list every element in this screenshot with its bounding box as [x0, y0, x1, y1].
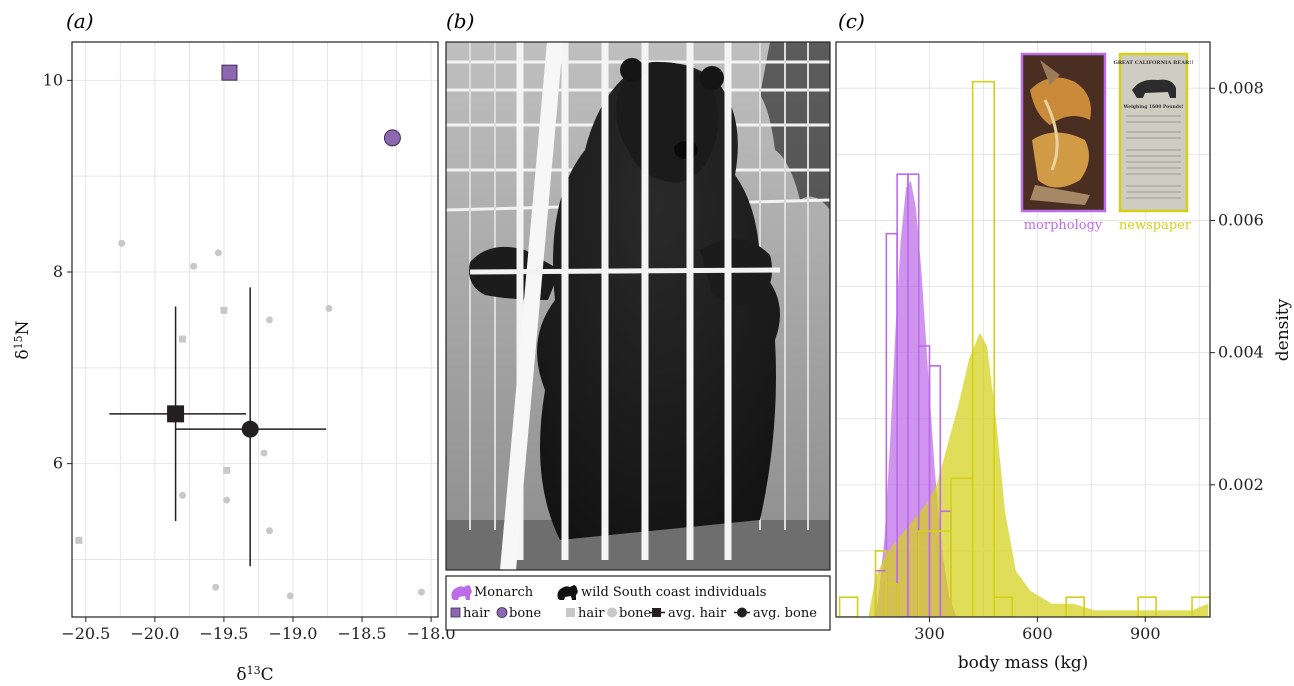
monarch-bear-icon [451, 585, 472, 600]
data-point-square [221, 64, 238, 81]
morphology-label: morphology [1024, 218, 1103, 233]
panel-a-data [75, 64, 425, 600]
legend-avg-bone: avg. bone [753, 606, 817, 621]
histogram-bar [1137, 596, 1157, 617]
photo-frame [445, 41, 831, 571]
y-tick-label: 0.004 [1218, 343, 1264, 362]
histogram-bar [885, 583, 898, 617]
caged-bear-photo [446, 42, 830, 570]
y-tick-label: 6 [53, 454, 63, 473]
x-tick-label: 900 [1130, 624, 1161, 643]
density-area [868, 332, 1209, 617]
x-tick-label: −18.5 [338, 624, 387, 643]
data-point-square [178, 335, 186, 343]
data-point-square [75, 536, 83, 544]
legend-wild-label: wild South coast individuals [581, 585, 766, 600]
wild-bear-icon [557, 585, 578, 600]
legend-wild-hair-marker [566, 608, 575, 617]
legend-wild-bone: bone [619, 606, 652, 621]
legend-monarch-hair: hair [463, 606, 490, 621]
x-axis-title-c: body mass (kg) [958, 653, 1089, 673]
y-axis-title-c: density [1273, 298, 1293, 361]
x-tick-label: 600 [1022, 624, 1053, 643]
legend-monarch-bone-marker [496, 607, 508, 618]
panel-c-data [838, 80, 1210, 617]
histogram-bar [928, 365, 942, 617]
panel-label-b: (b) [446, 9, 474, 33]
data-point-circle [212, 583, 220, 591]
x-tick-label: −20.5 [61, 624, 110, 643]
newspaper-weight: Weighing 1600 Pounds! [1123, 104, 1184, 110]
newspaper-inset: GREAT CALIFORNIA BEAR!! Weighing 1600 Po… [1113, 52, 1194, 213]
x-tick-label: 300 [914, 624, 945, 643]
panel-c-axes: 300 600 900 0.002 0.004 0.006 0.008 [914, 78, 1264, 643]
legend-avg-bone-marker [734, 607, 750, 618]
panel-label-c: (c) [838, 9, 865, 33]
x-tick-label: −19.0 [268, 624, 317, 643]
newspaper-label: newspaper [1119, 218, 1192, 233]
histogram-bar [971, 80, 996, 617]
legend-monarch-label: Monarch [474, 585, 534, 600]
histogram-bar [838, 596, 859, 617]
legend-avg-hair: avg. hair [668, 606, 727, 621]
y-tick-label: 10 [43, 70, 63, 89]
data-point-square [220, 306, 228, 314]
y-tick-label: 0.006 [1218, 210, 1264, 229]
y-tick-label: 0.002 [1218, 475, 1264, 494]
data-point-circle [286, 592, 294, 600]
legend-wild-bone-marker [607, 607, 617, 618]
data-point-circle [178, 491, 186, 499]
data-point-circle [260, 449, 268, 457]
data-point-circle [266, 316, 274, 324]
data-point-circle [223, 496, 231, 504]
data-point-circle [325, 304, 333, 312]
panel-a-frame [71, 41, 439, 618]
data-point-circle [383, 129, 401, 147]
histogram-bar [1065, 596, 1085, 617]
data-point-circle [266, 527, 274, 535]
x-tick-label: −20.0 [130, 624, 179, 643]
data-point-circle [118, 239, 126, 247]
morphology-inset [1020, 52, 1107, 213]
legend-avg-hair-marker [649, 608, 665, 617]
y-tick-label: 8 [53, 262, 63, 281]
data-point-square [223, 466, 231, 474]
x-tick-label: −19.5 [199, 624, 248, 643]
histogram-bar [1191, 596, 1210, 617]
data-point-circle [417, 588, 425, 596]
data-point-circle [241, 420, 259, 438]
y-axis-title-a: δ15N [12, 320, 34, 359]
y-tick-label: 0.008 [1218, 78, 1264, 97]
panel-a-axes: −20.5 −20.0 −19.5 −19.0 −18.5 −18.0 6 8 10 [43, 70, 456, 643]
legend-monarch-bone: bone [509, 606, 542, 621]
panel-a-grid [72, 42, 438, 617]
legend-wild-hair: hair [578, 606, 605, 621]
legend: Monarch wild South coast individuals hai… [445, 575, 831, 631]
histogram-bar [993, 596, 1014, 617]
newspaper-headline: GREAT CALIFORNIA BEAR!! [1113, 60, 1193, 66]
data-point-square [167, 405, 185, 423]
legend-monarch-hair-marker [450, 607, 461, 618]
data-point-circle [190, 262, 198, 270]
x-tick-label: −18.0 [407, 624, 456, 643]
data-point-circle [214, 249, 222, 257]
panel-c-frame [835, 41, 1211, 618]
panel-label-a: (a) [66, 9, 94, 33]
x-axis-title-a: δ13C [236, 664, 273, 686]
